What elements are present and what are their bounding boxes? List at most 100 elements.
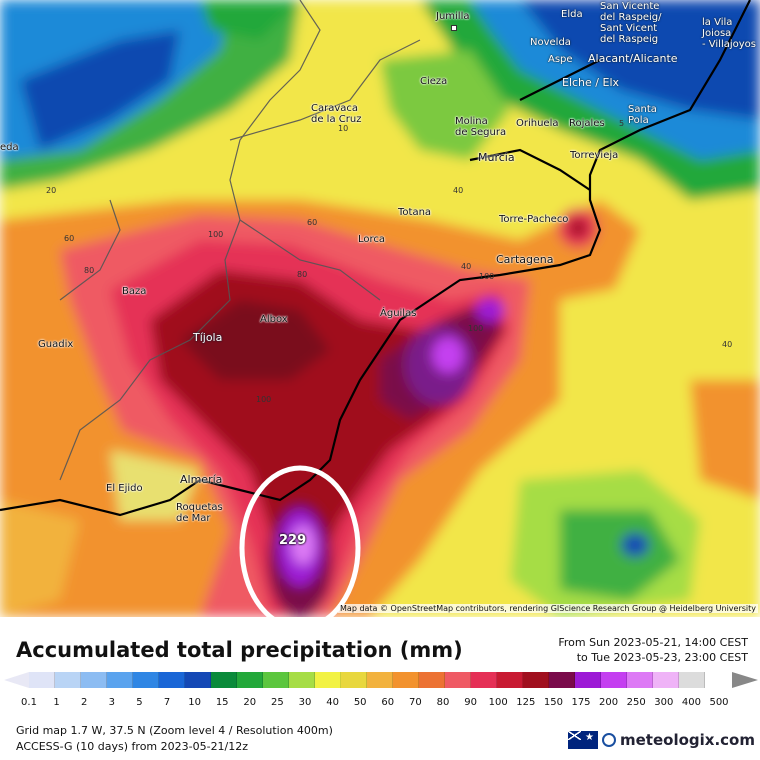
- city-marker: [451, 25, 457, 31]
- contour-label: 80: [297, 270, 308, 279]
- color-swatch: [653, 672, 679, 688]
- city-label-totana: Totana: [398, 207, 432, 218]
- map-attribution[interactable]: Map data © OpenStreetMap contributors, r…: [338, 604, 758, 613]
- color-swatch: [601, 672, 627, 688]
- precipitation-field: [0, 0, 760, 617]
- scale-tick-label: 100: [488, 697, 508, 708]
- city-label-san-vicente: San Vicente del Raspeig/ Sant Vicent del…: [600, 1, 662, 45]
- scale-tick-label: 10: [188, 697, 201, 708]
- city-label-torrevieja: Torrevieja: [570, 150, 619, 161]
- color-swatch: [185, 672, 211, 688]
- contour-label: 80: [84, 266, 95, 275]
- city-label-cartagena: Cartagena: [496, 253, 554, 266]
- contour-label: 10: [338, 124, 349, 133]
- contour-label: 60: [64, 234, 75, 243]
- color-swatch: [419, 672, 445, 688]
- scale-tick-label: 0.1: [21, 697, 37, 708]
- scale-tick-label: 40: [326, 697, 339, 708]
- city-label-elda: Elda: [561, 9, 583, 20]
- color-swatch: [393, 672, 419, 688]
- contour-label: 100: [256, 395, 272, 404]
- city-label-tijola: Tíjola: [193, 331, 223, 344]
- brand[interactable]: meteologix.com: [568, 731, 755, 749]
- model-info: ACCESS-G (10 days) from 2023-05-21/12z: [16, 740, 249, 753]
- scale-arrow-left: [4, 672, 29, 688]
- city-label-elche: Elche / Elx: [562, 76, 620, 89]
- city-label-aspe: Aspe: [548, 54, 573, 65]
- color-swatch: [211, 672, 237, 688]
- city-label-caravaca: Caravaca de la Cruz: [311, 103, 362, 125]
- contour-label: 100: [208, 230, 224, 239]
- color-swatch: [497, 672, 523, 688]
- color-swatch: [29, 672, 55, 688]
- contour-label: 40: [722, 340, 733, 349]
- color-swatch: [627, 672, 653, 688]
- contour-label: 40: [453, 186, 464, 195]
- color-swatch: [445, 672, 471, 688]
- scale-tick-label: 500: [709, 697, 729, 708]
- city-label-roquetas: Roquetas de Mar: [176, 502, 223, 524]
- scale-tick-label: 70: [409, 697, 422, 708]
- color-swatch: [367, 672, 393, 688]
- city-label-la-vila: la Vila Joiosa - Villajoyos: [702, 17, 757, 50]
- scale-tick-label: 200: [599, 697, 619, 708]
- city-label-jumilla: Jumilla: [436, 11, 470, 22]
- scale-tick-label: 90: [464, 697, 477, 708]
- scale-tick-label: 400: [681, 697, 701, 708]
- contour-label: 60: [307, 218, 318, 227]
- color-swatch: [549, 672, 575, 688]
- color-swatch: [237, 672, 263, 688]
- city-label-murcia: Murcia: [478, 151, 515, 164]
- city-label-molina: Molina de Segura: [455, 116, 507, 138]
- precipitation-map[interactable]: 20 10 60 80 100 60 80 40 100 100 100 40 …: [0, 0, 760, 617]
- scale-tick-label: 150: [543, 697, 563, 708]
- peak-value-label: 229: [279, 533, 307, 548]
- legend-title: Accumulated total precipitation (mm): [16, 638, 463, 662]
- city-label-alacant: Alacant/Alicante: [588, 52, 678, 65]
- scale-tick-label: 60: [381, 697, 395, 708]
- scale-tick-label: 250: [626, 697, 646, 708]
- contour-label: 20: [46, 186, 57, 195]
- city-label-guadix: Guadix: [38, 339, 74, 350]
- scale-tick-label: 175: [571, 697, 591, 708]
- scale-tick-label: 7: [163, 697, 171, 708]
- color-swatch: [471, 672, 497, 688]
- contour-label: 40: [461, 262, 472, 271]
- city-label-almeria: Almería: [180, 473, 223, 486]
- city-label-torre-pacheco: Torre-Pacheco: [499, 214, 569, 225]
- color-swatch: [159, 672, 185, 688]
- scale-tick-label: 1: [53, 697, 60, 708]
- meteologix-logo-icon: [602, 733, 616, 747]
- scale-tick-label: 300: [654, 697, 674, 708]
- scale-tick-label: 5: [136, 697, 143, 708]
- scale-tick-label: 50: [353, 697, 367, 708]
- highlight-ellipse: [239, 465, 361, 617]
- color-swatch: [107, 672, 133, 688]
- scale-tick-label: 25: [271, 697, 284, 708]
- color-swatch: [289, 672, 315, 688]
- city-label-cieza: Cieza: [420, 76, 448, 87]
- time-range-from: From Sun 2023-05-21, 14:00 CEST: [558, 636, 748, 649]
- city-label-el-ejido: El Ejido: [106, 483, 143, 494]
- city-label-aguilas: Águilas: [380, 308, 417, 319]
- city-label-albox: Albox: [260, 314, 288, 325]
- scale-tick-label: 125: [516, 697, 536, 708]
- scale-tick-label: 80: [436, 697, 450, 708]
- city-label-rojales: Rojales: [569, 118, 605, 129]
- color-scale-bar: [29, 672, 705, 688]
- contour-label: 5: [619, 119, 625, 128]
- time-range-to: to Tue 2023-05-23, 23:00 CEST: [576, 651, 748, 664]
- city-label-eda: eda: [0, 142, 19, 153]
- color-swatch: [133, 672, 159, 688]
- color-swatch: [315, 672, 341, 688]
- color-swatch: [55, 672, 81, 688]
- color-swatch: [263, 672, 289, 688]
- color-swatch: [575, 672, 601, 688]
- color-swatch: [81, 672, 107, 688]
- city-label-lorca: Lorca: [358, 234, 386, 245]
- scale-tick-label: 15: [215, 697, 229, 708]
- color-swatch: [523, 672, 549, 688]
- australia-flag-icon: [568, 731, 598, 749]
- scale-tick-label: 20: [243, 697, 257, 708]
- brand-name[interactable]: meteologix.com: [620, 731, 755, 749]
